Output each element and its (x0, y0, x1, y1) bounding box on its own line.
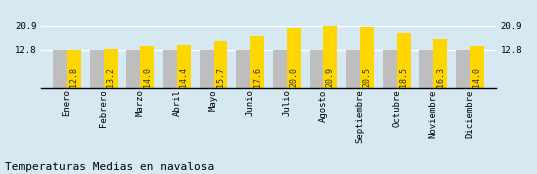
Text: 20.0: 20.0 (289, 67, 298, 87)
Text: 12.8: 12.8 (69, 67, 78, 87)
Bar (433, 39, 447, 88)
Bar (346, 50, 360, 88)
Text: 15.7: 15.7 (216, 67, 225, 87)
Bar (273, 50, 287, 88)
Bar (287, 28, 301, 88)
Bar (360, 27, 374, 88)
Bar (309, 50, 323, 88)
Bar (383, 50, 397, 88)
Bar (250, 36, 264, 88)
Bar (470, 46, 484, 88)
Bar (126, 50, 140, 88)
Text: 20.5: 20.5 (362, 67, 372, 87)
Text: 14.0: 14.0 (143, 67, 152, 87)
Text: Temperaturas Medias en navalosa: Temperaturas Medias en navalosa (5, 162, 215, 172)
Bar (419, 50, 433, 88)
Bar (104, 49, 118, 88)
Text: 13.2: 13.2 (106, 67, 115, 87)
Bar (323, 26, 337, 88)
Text: 16.3: 16.3 (436, 67, 445, 87)
Bar (214, 41, 228, 88)
Text: 17.6: 17.6 (252, 67, 262, 87)
Bar (236, 50, 250, 88)
Bar (163, 50, 177, 88)
Bar (140, 46, 154, 88)
Bar (397, 33, 411, 88)
Bar (90, 50, 104, 88)
Text: 14.0: 14.0 (473, 67, 482, 87)
Bar (53, 50, 67, 88)
Bar (67, 50, 81, 88)
Bar (177, 45, 191, 88)
Text: 20.9: 20.9 (326, 67, 335, 87)
Text: 14.4: 14.4 (179, 67, 188, 87)
Bar (200, 50, 214, 88)
Text: 18.5: 18.5 (399, 67, 408, 87)
Bar (456, 50, 470, 88)
